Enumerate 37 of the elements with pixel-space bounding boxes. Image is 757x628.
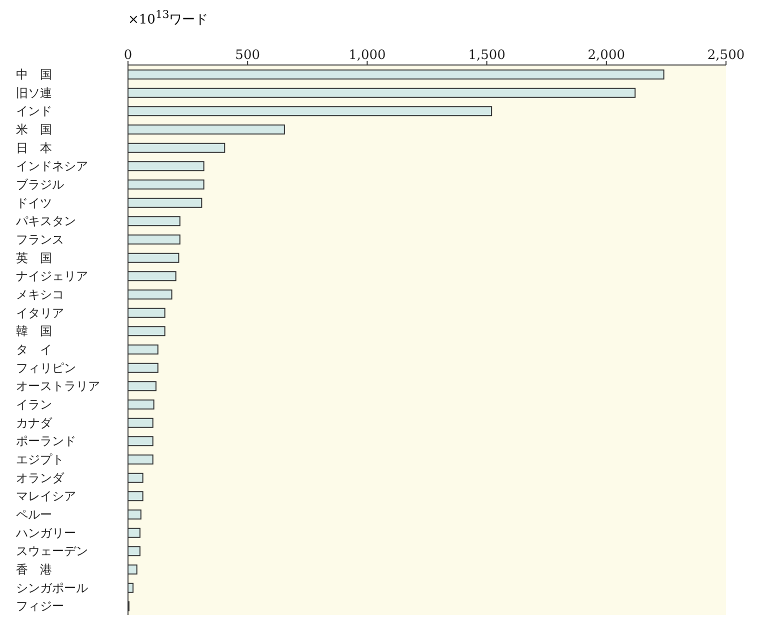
x-tick-label: 1,000	[348, 48, 386, 63]
y-tick-label: エジプト	[16, 452, 64, 466]
y-tick-label: イラン	[16, 397, 52, 412]
y-tick-label: カナダ	[16, 416, 53, 430]
y-tick-label: スウェーデン	[16, 544, 88, 558]
y-tick-label: インド	[16, 104, 52, 118]
y-tick-label: ナイジェリア	[16, 269, 88, 284]
y-tick-label: 旧ソ連	[16, 86, 52, 100]
y-tick-label: シンガポール	[16, 580, 88, 595]
y-tick-label: インドネシア	[16, 159, 88, 174]
y-tick-label: 日 本	[16, 140, 52, 155]
y-tick-label: イタリア	[16, 306, 64, 320]
x-tick-label: 500	[235, 48, 260, 63]
y-tick-label: 韓 国	[16, 324, 52, 338]
y-tick-label: メキシコ	[16, 287, 64, 302]
y-tick-label: ドイツ	[16, 196, 52, 210]
y-tick-label: 香 港	[16, 562, 52, 576]
y-tick-label: パキスタン	[15, 214, 76, 228]
x-tick-label: 1,500	[468, 48, 506, 63]
y-tick-label: 中 国	[16, 67, 52, 82]
y-tick-label: ポーランド	[16, 434, 76, 448]
y-tick-label: ハンガリー	[15, 526, 76, 540]
y-tick-label: オランダ	[16, 470, 65, 485]
y-tick-label: フランス	[16, 232, 64, 246]
y-tick-label: 米 国	[16, 122, 52, 136]
y-tick-label: マレイシア	[16, 489, 76, 504]
y-tick-label: オーストラリア	[16, 379, 100, 394]
y-tick-label: フィリピン	[16, 360, 76, 375]
y-tick-label: 英 国	[16, 250, 52, 265]
x-axis-title: ×10$^{13}$ワード	[128, 8, 210, 30]
y-tick-label: フィジー	[16, 599, 64, 614]
y-tick-label: ブラジル	[16, 177, 64, 192]
x-tick-label: 0	[124, 48, 132, 63]
x-tick-label: 2,500	[707, 48, 745, 63]
x-tick-label: 2,000	[588, 48, 626, 63]
y-tick-label: ペルー	[16, 507, 52, 522]
y-tick-label: タ イ	[16, 342, 52, 356]
